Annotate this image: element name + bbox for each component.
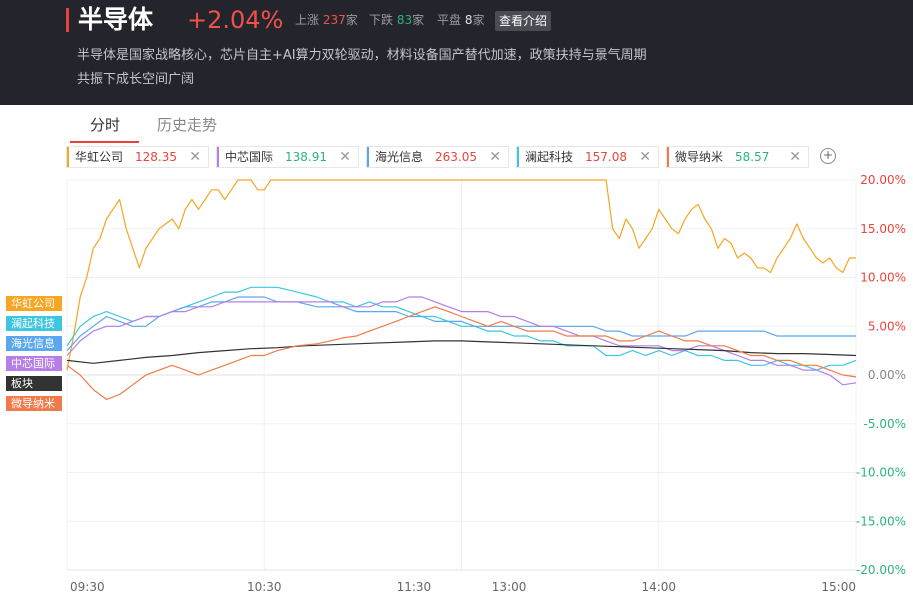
- series-tag: 板块: [6, 376, 62, 391]
- series-line-5: [66, 306, 857, 400]
- flat-count: 8: [464, 13, 473, 27]
- sector-description-line2: 共振下成长空间广阔: [77, 72, 195, 87]
- y-tick-label: -15.00%: [856, 514, 906, 528]
- legend-stock-name: 海光信息: [375, 150, 424, 164]
- y-tick-label: 20.00%: [860, 173, 906, 187]
- active-tab-underline: [70, 141, 139, 143]
- series-tag: 中芯国际: [6, 356, 62, 371]
- legend-color-bar: [367, 147, 369, 167]
- legend-color-bar: [667, 147, 669, 167]
- series-line-0: [66, 179, 856, 371]
- x-tick-label: 14:00: [641, 580, 676, 594]
- x-tick-label: 09:30: [70, 580, 105, 594]
- legend-stock-name: 华虹公司: [75, 150, 124, 164]
- legend-color-bar: [217, 147, 219, 167]
- up-unit: 家: [345, 13, 358, 27]
- tab-intraday[interactable]: 分时: [90, 116, 121, 134]
- legend-stock-price: 263.05: [435, 150, 477, 164]
- legend-chip[interactable]: 海光信息 263.05 ✕: [366, 146, 509, 168]
- series-tag: 华虹公司: [6, 296, 62, 311]
- legend-stock-price: 138.91: [285, 150, 327, 164]
- legend-stock-price: 58.57: [735, 150, 770, 164]
- y-tick-label: -5.00%: [864, 417, 906, 431]
- series-line-3: [66, 296, 857, 386]
- legend-chip[interactable]: 微导纳米 58.57 ✕: [666, 146, 809, 168]
- flat-count-stat: 平盘 8家: [437, 11, 485, 29]
- view-intro-button[interactable]: 查看介绍: [495, 11, 552, 31]
- remove-compare-icon[interactable]: ✕: [189, 149, 201, 165]
- y-tick-label: -20.00%: [856, 563, 906, 577]
- series-tag: 海光信息: [6, 336, 62, 351]
- series-line-2: [66, 296, 856, 352]
- down-label: 下跌: [369, 13, 394, 27]
- y-tick-label: 15.00%: [860, 222, 906, 236]
- remove-compare-icon[interactable]: ✕: [339, 149, 351, 165]
- intraday-chart: 20.00% 15.00% 10.00% 5.00% 0.00% -5.00% -10.00…: [66, 173, 906, 594]
- legend-stock-price: 128.35: [135, 150, 177, 164]
- x-tick-label: 15:00: [821, 580, 856, 594]
- series-tag: 微导纳米: [6, 396, 62, 411]
- legend-stock-name: 微导纳米: [675, 150, 724, 164]
- y-tick-label: 5.00%: [868, 319, 906, 333]
- up-label: 上涨: [295, 13, 320, 27]
- legend-chip[interactable]: 中芯国际 138.91 ✕: [216, 146, 359, 168]
- down-unit: 家: [412, 13, 425, 27]
- legend-color-bar: [517, 147, 519, 167]
- legend-chip[interactable]: 华虹公司 128.35 ✕: [66, 146, 209, 168]
- legend-stock-name: 中芯国际: [225, 150, 274, 164]
- down-count-stat: 下跌 83家: [369, 11, 424, 29]
- up-count-stat: 上涨 237家: [295, 11, 358, 29]
- y-tick-label: -10.00%: [856, 466, 906, 480]
- flat-label: 平盘: [437, 13, 462, 27]
- down-count: 83: [396, 13, 413, 27]
- y-tick-label: 10.00%: [860, 271, 906, 285]
- flat-unit: 家: [472, 13, 485, 27]
- legend-chip[interactable]: 澜起科技 157.08 ✕: [516, 146, 659, 168]
- series-line-1: [66, 286, 857, 371]
- series-line-4: [66, 340, 857, 364]
- remove-compare-icon[interactable]: ✕: [789, 149, 801, 165]
- sector-name: 半导体: [78, 5, 154, 34]
- x-tick-label: 13:00: [492, 580, 527, 594]
- legend-stock-name: 澜起科技: [525, 150, 574, 164]
- title-accent-bar: [66, 8, 69, 32]
- chart-tabs: 分时 历史走势: [0, 105, 913, 143]
- tab-history[interactable]: 历史走势: [157, 116, 218, 134]
- legend-stock-price: 157.08: [585, 150, 627, 164]
- legend-color-bar: [67, 147, 69, 167]
- series-tag: 澜起科技: [6, 316, 62, 331]
- remove-compare-icon[interactable]: ✕: [489, 149, 501, 165]
- compare-legend: 华虹公司 128.35 ✕ 中芯国际 138.91 ✕ 海光信息 263.05 ✕ 澜起科技 157…: [0, 145, 913, 169]
- sector-description-line1: 半导体是国家战略核心，芯片自主+AI算力双轮驱动，材料设备国产替代加速，政策扶持…: [77, 48, 647, 63]
- add-compare-icon[interactable]: +: [820, 148, 836, 164]
- x-tick-label: 10:30: [247, 580, 282, 594]
- x-tick-label: 11:30: [397, 580, 432, 594]
- y-tick-label: 0.00%: [868, 368, 906, 382]
- sector-header: 半导体 +2.04% 上涨 237家 下跌 83家 平盘 8家 查看介绍 半导体…: [0, 0, 913, 105]
- remove-compare-icon[interactable]: ✕: [639, 149, 651, 165]
- up-count: 237: [322, 13, 346, 27]
- sector-change-percent: +2.04%: [187, 6, 284, 34]
